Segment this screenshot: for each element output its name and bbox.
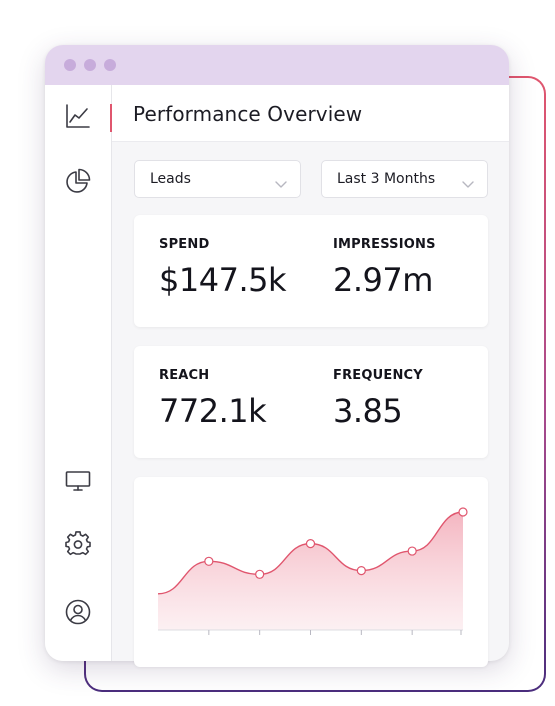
stat-value: 772.1k <box>159 392 267 430</box>
chart-data-point[interactable] <box>356 565 366 576</box>
chevron-down-icon <box>274 174 288 193</box>
sidebar-item-profile[interactable] <box>45 594 111 634</box>
window-dot-maximize[interactable] <box>104 59 116 71</box>
pie-chart-icon <box>65 168 91 198</box>
metric-dropdown[interactable]: Leads <box>134 160 301 198</box>
stat-frequency: FREQUENCY 3.85 <box>333 368 423 430</box>
stat-label: REACH <box>159 368 210 383</box>
sidebar-item-settings[interactable] <box>45 526 111 566</box>
sidebar-item-display[interactable] <box>45 462 111 502</box>
chart-data-point[interactable] <box>204 556 214 566</box>
stat-spend: SPEND $147.5k <box>159 237 287 299</box>
page-title: Performance Overview <box>133 102 363 126</box>
chart-data-point[interactable] <box>255 569 265 579</box>
sidebar-item-reports[interactable] <box>45 163 111 203</box>
metric-dropdown-value: Leads <box>150 171 191 187</box>
stat-value: 3.85 <box>333 392 403 430</box>
sidebar-item-performance[interactable] <box>45 98 113 138</box>
chart-data-point[interactable] <box>305 539 316 549</box>
chart-area-fill <box>158 512 463 630</box>
chart-data-point[interactable] <box>458 507 468 517</box>
stat-value: 2.97m <box>333 261 433 299</box>
window-titlebar <box>45 45 509 85</box>
monitor-icon <box>65 467 91 497</box>
stat-label: IMPRESSIONS <box>333 237 436 252</box>
line-chart-icon <box>65 103 91 133</box>
chart-data-point[interactable] <box>407 546 417 556</box>
stat-reach: REACH 772.1k <box>159 368 267 430</box>
stat-impressions: IMPRESSIONS 2.97m <box>333 237 436 299</box>
window-dot-minimize[interactable] <box>84 59 96 71</box>
period-dropdown-value: Last 3 Months <box>337 171 436 187</box>
stats-card-reach-frequency: REACH 772.1k FREQUENCY 3.85 <box>134 346 488 458</box>
trend-area-chart <box>157 507 468 635</box>
stats-card-spend-impressions: SPEND $147.5k IMPRESSIONS 2.97m <box>134 215 488 327</box>
stat-label: SPEND <box>159 237 210 252</box>
stat-value: $147.5k <box>159 261 287 299</box>
page-header: Performance Overview <box>112 85 509 142</box>
chevron-down-icon <box>461 174 475 193</box>
gear-icon <box>65 531 91 561</box>
sidebar <box>45 85 113 661</box>
window-dot-close[interactable] <box>64 59 76 71</box>
stat-label: FREQUENCY <box>333 368 423 383</box>
chart-card <box>134 477 488 667</box>
period-dropdown[interactable]: Last 3 Months <box>321 160 488 198</box>
user-icon <box>65 599 91 629</box>
